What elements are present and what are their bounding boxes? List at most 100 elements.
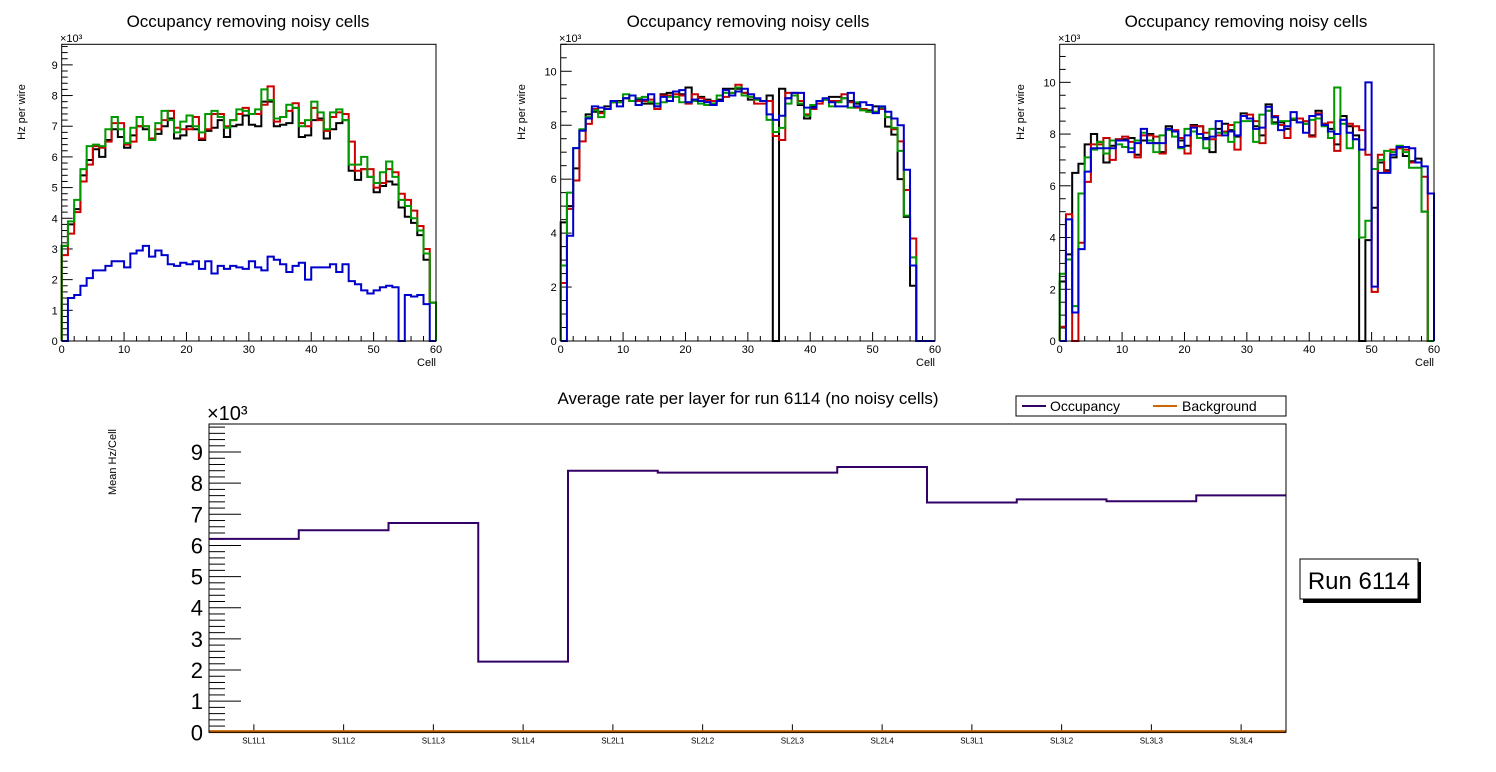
y-tick-label: 0 [551, 336, 557, 348]
x-tick-label: 20 [1178, 344, 1190, 356]
x-category-label: SL1L2 [332, 736, 356, 745]
plot-frame [1059, 43, 1435, 342]
x-tick-label: 20 [180, 344, 192, 356]
x-axis-label: Cell [916, 357, 935, 369]
x-tick-label: 30 [243, 344, 255, 356]
y-tick-label: 1 [191, 689, 203, 714]
x-tick-label: 20 [679, 344, 691, 356]
y-tick-label: 8 [1050, 129, 1056, 141]
x-tick-label: 40 [1303, 344, 1315, 356]
plot-frame [560, 43, 936, 342]
chart-title: Occupancy removing noisy cells [127, 12, 370, 31]
chart-title: Average rate per layer for run 6114 (no … [557, 389, 938, 408]
y-tick-label: 4 [551, 228, 557, 240]
series-green [60, 88, 437, 341]
x-category-label: SL3L4 [1230, 736, 1254, 745]
y-tick-label: 0 [52, 336, 58, 348]
x-category-label: SL1L3 [422, 736, 446, 745]
series-blue [560, 87, 935, 342]
x-category-label: SL2L1 [601, 736, 625, 745]
x-axis-label: Cell [1415, 357, 1434, 369]
x-tick-label: 50 [866, 344, 878, 356]
chart-title: Occupancy removing noisy cells [627, 12, 870, 31]
x-tick-label: 30 [742, 344, 754, 356]
y-tick-label: 4 [52, 213, 58, 225]
y-tick-label: 0 [191, 720, 203, 745]
axis-ticks: SL1L1 SL1L2 SL1L3 SL1L4 SL2L1 SL2L2 SL2L3 SL2L4… [191, 426, 1254, 745]
axis-ticks: 0 10 20 30 40 50 60 0 1 2 3 4 5 6 7 8 9 [52, 45, 442, 356]
panel-top-right: Occupancy removing noisy cells Hz per wi… [1015, 12, 1440, 369]
y-tick-label: 2 [52, 275, 58, 287]
x-axis-label: Cell [417, 357, 436, 369]
y-tick-label: 8 [52, 91, 58, 103]
series-group [1058, 81, 1435, 342]
x-tick-label: 40 [305, 344, 317, 356]
x-category-label: SL2L4 [871, 736, 895, 745]
y-tick-label: 8 [191, 471, 203, 496]
series-group [559, 83, 935, 342]
axis-ticks: 0 10 20 30 40 50 60 0 2 4 6 8 10 [544, 43, 941, 356]
y-tick-label: 2 [1050, 284, 1056, 296]
y-tick-label: 2 [191, 658, 203, 683]
x-tick-label: 50 [367, 344, 379, 356]
x-tick-label: 10 [118, 344, 130, 356]
y-tick-label: 9 [52, 60, 58, 72]
x-category-label: SL3L3 [1140, 736, 1164, 745]
series-black [60, 100, 437, 341]
y-tick-label: 10 [544, 66, 556, 78]
x-category-label: SL2L2 [691, 736, 715, 745]
y-multiplier: ×10³ [207, 403, 248, 425]
series-group [209, 465, 1286, 734]
x-category-label: SL3L2 [1050, 736, 1074, 745]
series-blue [1059, 81, 1435, 342]
y-tick-label: 4 [191, 596, 203, 621]
x-tick-label: 30 [1241, 344, 1253, 356]
series-group [60, 85, 437, 342]
panel-bottom: Average rate per layer for run 6114 (no … [107, 389, 1421, 745]
y-multiplier: ×10³ [1058, 33, 1081, 45]
y-tick-label: 5 [191, 565, 203, 590]
y-tick-label: 2 [551, 282, 557, 294]
y-tick-label: 7 [191, 502, 203, 527]
panel-top-left: Occupancy removing noisy cells Hz per wi… [16, 12, 442, 369]
y-tick-label: 1 [52, 305, 58, 317]
y-tick-label: 5 [52, 183, 58, 195]
plot-frame [61, 43, 437, 342]
x-category-label: SL1L4 [512, 736, 536, 745]
run-label-frame [1299, 558, 1419, 600]
x-category-label: SL3L1 [960, 736, 984, 745]
x-tick-label: 60 [1428, 344, 1440, 356]
panel-top-middle: Occupancy removing noisy cells Hz per wi… [516, 12, 941, 369]
x-category-label: SL2L3 [781, 736, 805, 745]
y-axis-label: Hz per wire [1015, 84, 1027, 140]
series-occupancy [209, 465, 1286, 663]
y-tick-label: 9 [191, 440, 203, 465]
series-red [559, 83, 935, 342]
run-label-box: Run 6114 [1299, 558, 1421, 603]
x-tick-label: 50 [1365, 344, 1377, 356]
y-tick-label: 6 [52, 152, 58, 164]
x-tick-label: 10 [617, 344, 629, 356]
y-tick-label: 7 [52, 121, 58, 133]
legend: Occupancy Background [1015, 395, 1287, 417]
y-tick-label: 3 [52, 244, 58, 256]
y-tick-label: 4 [1050, 233, 1056, 245]
y-multiplier: ×10³ [60, 33, 83, 45]
x-category-label: SL1L1 [242, 736, 266, 745]
y-tick-label: 3 [191, 627, 203, 652]
y-multiplier: ×10³ [559, 33, 582, 45]
plot-frame [208, 423, 1287, 733]
y-tick-label: 6 [191, 533, 203, 558]
x-tick-label: 0 [558, 344, 564, 356]
series-blue [61, 244, 436, 342]
y-tick-label: 0 [1050, 336, 1056, 348]
chart-title: Occupancy removing noisy cells [1125, 12, 1368, 31]
y-axis-label: Hz per wire [16, 84, 28, 140]
y-tick-label: 10 [1043, 77, 1055, 89]
y-tick-label: 6 [551, 174, 557, 186]
legend-box [1015, 395, 1287, 417]
x-tick-label: 60 [929, 344, 941, 356]
y-tick-label: 8 [551, 120, 557, 132]
legend-label-occupancy: Occupancy [1050, 398, 1120, 414]
